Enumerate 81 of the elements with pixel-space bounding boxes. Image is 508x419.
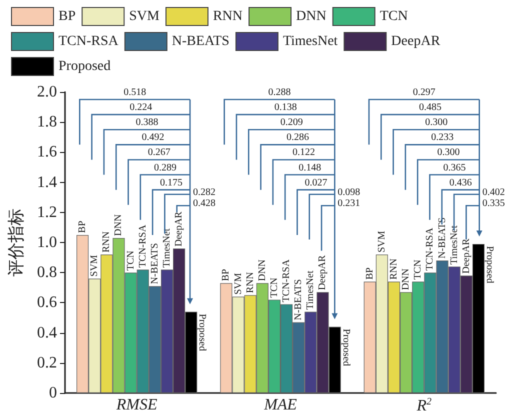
- text: RNN: [388, 258, 400, 280]
- annotation: 0.267: [148, 147, 170, 158]
- annotation: 0.233: [431, 132, 454, 144]
- annotation: 0.388: [136, 117, 158, 128]
- y-tick-label: 0.8: [37, 264, 57, 282]
- text: DNN: [256, 259, 268, 282]
- annotation: 0.282: [193, 186, 216, 198]
- annotation: 0.122: [292, 147, 316, 158]
- text: TimesNet: [162, 228, 173, 268]
- text: SVM: [89, 254, 100, 277]
- x-tick-label: MAE: [263, 396, 298, 414]
- annotation: 0.365: [443, 162, 466, 174]
- text: TCN: [268, 278, 280, 298]
- y-tick-label: 1.8: [37, 114, 57, 131]
- y-tick-label: 1.2: [37, 204, 57, 221]
- text: N-BEATS: [149, 243, 160, 284]
- text: DNN: [400, 268, 412, 290]
- legend-label: TCN-RSA: [58, 34, 120, 49]
- annotation: 0.148: [298, 162, 322, 174]
- text: Proposed: [484, 246, 496, 284]
- text: DeepAR: [460, 238, 472, 274]
- legend-label: TimesNet: [282, 34, 338, 49]
- text: DNN: [113, 214, 124, 236]
- annotation: 0.335: [482, 198, 505, 210]
- legend-label: DNN: [296, 9, 326, 24]
- text: BP: [77, 220, 88, 233]
- text: DeepAR: [174, 212, 185, 247]
- y-axis-title: 评价指标: [6, 208, 26, 276]
- annotation: 0.098: [338, 186, 360, 198]
- text: N-BEATS: [293, 279, 304, 320]
- legend-label: Proposed: [58, 59, 111, 74]
- annotation: 0.485: [418, 102, 442, 114]
- annotation: 0.402: [482, 186, 505, 198]
- annotation: 0.289: [154, 162, 176, 174]
- text: BP: [220, 268, 232, 282]
- text: TCN-RSA: [281, 259, 292, 302]
- annotation: 0.209: [280, 117, 303, 128]
- text: TimesNet: [305, 270, 316, 310]
- y-tick-label: 0.6: [37, 294, 57, 312]
- annotation: 0.428: [193, 198, 216, 210]
- annotation: 0.436: [449, 177, 472, 188]
- annotation: 0.286: [286, 132, 309, 144]
- legend-label: SVM: [129, 9, 160, 24]
- text: TCN-RSA: [137, 224, 148, 268]
- legend-label: BP: [58, 9, 76, 24]
- y-tick-label: 1.0: [37, 234, 57, 251]
- y-tick-label: 0.4: [37, 324, 57, 342]
- text: TimesNet: [448, 225, 460, 265]
- y-tick-label: 1.4: [37, 174, 57, 191]
- text: SVM: [232, 272, 244, 295]
- legend-label: TCN: [380, 9, 408, 24]
- y-tick-label: 2.0: [37, 84, 57, 100]
- annotation: 0.224: [130, 102, 152, 114]
- annotation: 0.288: [268, 87, 291, 98]
- annotation: 0.138: [274, 102, 297, 114]
- annotation: 0.300: [425, 117, 448, 128]
- y-tick-label: 0.2: [37, 354, 57, 372]
- x-tick-label: RMSE: [115, 396, 158, 414]
- text: TCN-RSA: [424, 228, 436, 271]
- text: Proposed: [196, 314, 208, 351]
- text: TCN: [412, 260, 424, 280]
- text: RNN: [101, 231, 112, 253]
- legend-label: DeepAR: [391, 34, 441, 49]
- text: N-BEATS: [436, 217, 448, 259]
- text: RNN: [244, 272, 256, 294]
- annotation: 0.297: [412, 87, 436, 98]
- text: DeepAR: [317, 255, 328, 290]
- annotation: 0.027: [304, 177, 328, 188]
- legend-label: N-BEATS: [172, 34, 230, 49]
- annotation: 0.231: [338, 198, 360, 210]
- text: SVM: [376, 230, 388, 253]
- text: TCN: [125, 250, 136, 271]
- y-tick-label: 1.6: [37, 144, 57, 161]
- y-tick-label: 0: [49, 384, 57, 402]
- text: BP: [364, 267, 376, 280]
- annotation: 0.300: [437, 147, 460, 158]
- annotation: 0.175: [160, 177, 183, 188]
- annotation: 0.518: [124, 87, 146, 98]
- text: Proposed: [340, 328, 352, 366]
- legend-label: RNN: [212, 9, 243, 24]
- annotation: 0.492: [142, 132, 164, 144]
